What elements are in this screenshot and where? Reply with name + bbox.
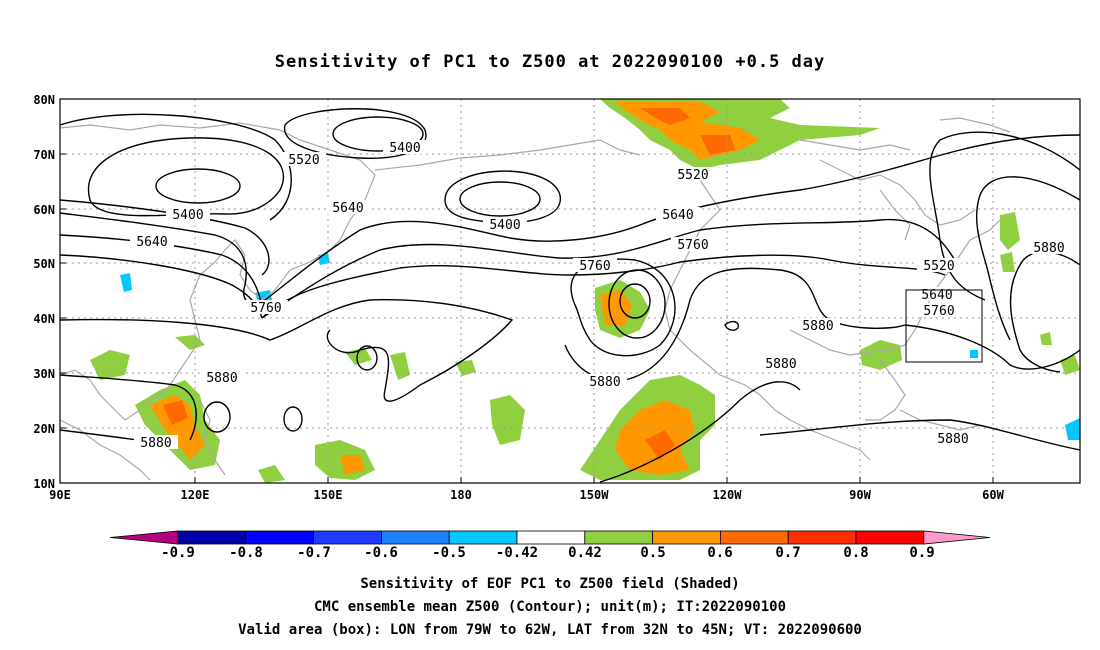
contour-label-5400-nw: 5400	[389, 141, 420, 156]
colorbar-label-0-8: 0.8	[843, 545, 868, 561]
graticule	[60, 99, 1080, 483]
colorbar-swatch	[787, 530, 857, 545]
contour-label-5640-ne: 5640	[662, 208, 693, 223]
colorbar-swatch	[516, 530, 586, 545]
colorbar-swatch	[313, 530, 382, 545]
shade-atlantic-2	[1000, 252, 1015, 272]
colorbar-label-neg-0-7: -0.7	[297, 545, 331, 561]
colorbar-label-neg-0-9: -0.9	[161, 545, 195, 561]
lon-label-150e: 150E	[314, 488, 343, 502]
contour-label-5880-e: 5880	[802, 319, 833, 334]
contour-label-5880-s: 5880	[937, 432, 968, 447]
lon-label-120w: 120W	[713, 488, 743, 502]
shade-neg-2	[255, 290, 272, 302]
colorbar	[109, 530, 991, 545]
shade-cpac-1	[490, 395, 525, 445]
contour-label-5880-c: 5880	[589, 375, 620, 390]
lon-label-150w: 150W	[580, 488, 610, 502]
shade-atlantic-3	[1040, 332, 1052, 345]
contour-label-5880-se: 5880	[765, 357, 796, 372]
contour-label-5880-sw: 5880	[140, 436, 171, 451]
caption-line-1: Sensitivity of EOF PC1 to Z500 field (Sh…	[360, 576, 739, 592]
contour-label-5400-c: 5400	[489, 218, 520, 233]
contour-label-5640-w: 5640	[136, 235, 167, 250]
colorbar-swatch	[380, 530, 450, 545]
colorbar-swatch	[855, 530, 925, 545]
contour-label-5880-far-e: 5880	[1033, 241, 1064, 256]
plot-frame	[59, 98, 1081, 484]
colorbar-swatch	[720, 530, 789, 545]
contour-label-5760-box: 5760	[923, 304, 954, 319]
contour-label-5880-w: 5880	[206, 371, 237, 386]
contour-label-5640-c: 5640	[332, 201, 363, 216]
contour-label-5760-c: 5760	[579, 259, 610, 274]
shade-cpac-5	[455, 360, 476, 376]
colorbar-arrow-right	[923, 530, 991, 545]
colorbar-swatch	[584, 530, 653, 545]
contour-label-5400-w: 5400	[172, 208, 203, 223]
colorbar-swatch	[448, 530, 518, 545]
lat-label-50n: 50N	[33, 257, 55, 271]
lat-label-20n: 20N	[33, 422, 55, 436]
caption-line-2: CMC ensemble mean Z500 (Contour); unit(m…	[314, 599, 786, 615]
lon-label-60w: 60W	[982, 488, 1004, 502]
valid-area-box	[905, 289, 983, 363]
colorbar-label-neg-0-6: -0.6	[364, 545, 398, 561]
colorbar-label-0-5: 0.5	[640, 545, 665, 561]
colorbar-label-0-6: 0.6	[707, 545, 732, 561]
contour-label-layer: 5400 5520 5400 5640 5640 5760 5880 5880 …	[130, 140, 1073, 451]
shade-wpac-4	[258, 465, 285, 483]
colorbar-label-neg-0-8: -0.8	[229, 545, 263, 561]
contour-label-5520-e: 5520	[923, 259, 954, 274]
shade-wpac-orange	[150, 395, 205, 460]
lon-label-90w: 90W	[849, 488, 871, 502]
lon-label-180: 180	[450, 488, 472, 502]
colorbar-arrow-left	[109, 530, 179, 545]
chart-title: Sensitivity of PC1 to Z500 at 2022090100…	[275, 52, 826, 72]
latitude-labels: 80N 70N 60N 50N 40N 30N 20N 10N	[33, 93, 55, 491]
shade-arctic-dark	[640, 108, 690, 125]
lat-label-10n: 10N	[33, 477, 55, 491]
caption-line-3: Valid area (box): LON from 79W to 62W, L…	[238, 622, 862, 638]
shade-atlantic-1	[1000, 212, 1020, 250]
colorbar-swatch	[652, 530, 721, 545]
shade-cpac-3	[390, 352, 410, 380]
lat-label-40n: 40N	[33, 312, 55, 326]
shade-wpac-2	[90, 350, 130, 380]
colorbar-label-neg-0-5: -0.5	[432, 545, 466, 561]
sensitivity-shading	[90, 99, 1080, 483]
lat-label-80n: 80N	[33, 93, 55, 107]
contour-label-5520-nw: 5520	[288, 153, 319, 168]
lat-label-30n: 30N	[33, 367, 55, 381]
shade-low-center-orange	[600, 290, 632, 325]
shade-wpac-3	[175, 335, 205, 350]
contour-label-5640-box: 5640	[921, 288, 952, 303]
lon-label-90e: 90E	[49, 488, 71, 502]
colorbar-swatch	[245, 530, 315, 545]
contour-label-5760-w: 5760	[250, 301, 281, 316]
colorbar-label-0-7: 0.7	[775, 545, 800, 561]
colorbar-label-0-9: 0.9	[909, 545, 934, 561]
shade-gulf	[860, 340, 902, 370]
colorbar-labels: -0.9 -0.8 -0.7 -0.6 -0.5 -0.42 0.42 0.5 …	[161, 545, 935, 561]
shade-atlantic-4	[1060, 355, 1080, 375]
shade-wpac-dark	[163, 400, 188, 425]
axis-ticks	[59, 98, 994, 484]
shade-neg-4	[1065, 418, 1080, 440]
longitude-labels: 90E 120E 150E 180 150W 120W 90W 60W	[49, 488, 1004, 502]
colorbar-label-0-42: 0.42	[568, 545, 602, 561]
lat-label-60n: 60N	[33, 203, 55, 217]
shade-neg-1	[120, 273, 132, 292]
colorbar-label-neg-0-42: -0.42	[496, 545, 538, 561]
lon-label-120e: 120E	[181, 488, 210, 502]
colorbar-swatch	[177, 530, 247, 545]
shade-neg-5	[970, 350, 978, 358]
contour-label-5760-ne: 5760	[677, 238, 708, 253]
shade-arctic-dark2	[700, 135, 735, 155]
lat-label-70n: 70N	[33, 148, 55, 162]
shade-cpac-2-orange	[340, 455, 365, 475]
contour-label-5520-ne: 5520	[677, 168, 708, 183]
